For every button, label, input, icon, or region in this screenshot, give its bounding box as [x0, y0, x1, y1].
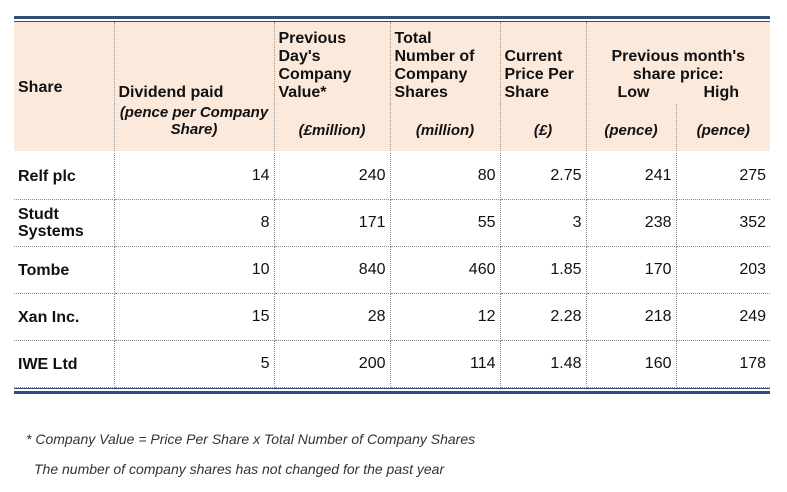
- cell-shares: 460: [390, 246, 501, 294]
- table-body: Relf plc 14 240 80 2.75 241 275 Studt Sy…: [14, 151, 771, 388]
- share-table-container: Share Dividend paid Previous Day's Compa…: [14, 16, 771, 394]
- top-rule-thin: [14, 21, 770, 22]
- table-row: Relf plc 14 240 80 2.75 241 275: [14, 153, 771, 200]
- top-rule: [14, 16, 770, 19]
- cell-value: 28: [274, 293, 391, 341]
- header-current-price-unit: (£): [500, 104, 587, 151]
- cell-shares: 55: [390, 199, 501, 247]
- footnotes: * Company Value = Price Per Share x Tota…: [26, 424, 475, 484]
- cell-price: 1.85: [500, 246, 587, 294]
- cell-low: 160: [586, 340, 677, 388]
- footnote-formula: * Company Value = Price Per Share x Tota…: [26, 431, 476, 447]
- header-total-shares-unit: (million): [390, 104, 501, 151]
- table-header: Share Dividend paid Previous Day's Compa…: [14, 22, 771, 151]
- cell-price: 3: [500, 199, 587, 247]
- header-high-unit: (pence): [676, 104, 771, 151]
- cell-high: 203: [676, 246, 771, 294]
- cell-low: 218: [586, 293, 677, 341]
- cell-value: 840: [274, 246, 391, 294]
- share-table: Share Dividend paid Previous Day's Compa…: [14, 22, 771, 388]
- header-dividend-unit: (pence per Company Share): [114, 104, 275, 151]
- table-row: IWE Ltd 5 200 114 1.48 160 178: [14, 340, 771, 388]
- header-low-high: Low High: [591, 84, 767, 102]
- cell-value: 240: [274, 153, 391, 200]
- header-prev-month-label: Previous month's share price:: [611, 48, 746, 83]
- header-high: High: [703, 84, 740, 101]
- header-share: Share: [14, 22, 115, 104]
- cell-price: 1.48: [500, 340, 587, 388]
- cell-share: Xan Inc.: [14, 293, 115, 341]
- bottom-rule-thin: [14, 388, 770, 389]
- cell-low: 241: [586, 153, 677, 200]
- cell-low: 238: [586, 199, 677, 247]
- cell-price: 2.75: [500, 153, 587, 200]
- header-share-unit: [14, 104, 115, 151]
- cell-shares: 114: [390, 340, 501, 388]
- header-low-unit: (pence): [586, 104, 677, 151]
- cell-value: 200: [274, 340, 391, 388]
- cell-dividend: 10: [114, 246, 275, 294]
- cell-price: 2.28: [500, 293, 587, 341]
- bottom-rule: [14, 391, 770, 394]
- cell-high: 249: [676, 293, 771, 341]
- table-row: Xan Inc. 15 28 12 2.28 218 249: [14, 293, 771, 341]
- cell-high: 352: [676, 199, 771, 247]
- header-prev-value: Previous Day's Company Value*: [274, 22, 391, 104]
- cell-dividend: 14: [114, 153, 275, 200]
- table-row: Studt Systems 8 171 55 3 238 352: [14, 199, 771, 247]
- cell-high: 178: [676, 340, 771, 388]
- header-prev-value-unit: (£million): [274, 104, 391, 151]
- cell-share: IWE Ltd: [14, 340, 115, 388]
- header-dividend: Dividend paid: [114, 22, 275, 104]
- cell-dividend: 5: [114, 340, 275, 388]
- cell-high: 275: [676, 153, 771, 200]
- cell-shares: 80: [390, 153, 501, 200]
- footnote-shares: The number of company shares has not cha…: [34, 461, 445, 477]
- header-current-price: Current Price Per Share: [500, 22, 587, 104]
- cell-dividend: 15: [114, 293, 275, 341]
- cell-shares: 12: [390, 293, 501, 341]
- header-total-shares: Total Number of Company Shares: [390, 22, 501, 104]
- cell-low: 170: [586, 246, 677, 294]
- header-low: Low: [617, 84, 650, 101]
- cell-share: Tombe: [14, 246, 115, 294]
- cell-dividend: 8: [114, 199, 275, 247]
- cell-value: 171: [274, 199, 391, 247]
- cell-share: Relf plc: [14, 153, 115, 200]
- header-prev-month: Previous month's share price: Low High: [586, 22, 771, 104]
- table-row: Tombe 10 840 460 1.85 170 203: [14, 246, 771, 294]
- cell-share: Studt Systems: [14, 199, 115, 247]
